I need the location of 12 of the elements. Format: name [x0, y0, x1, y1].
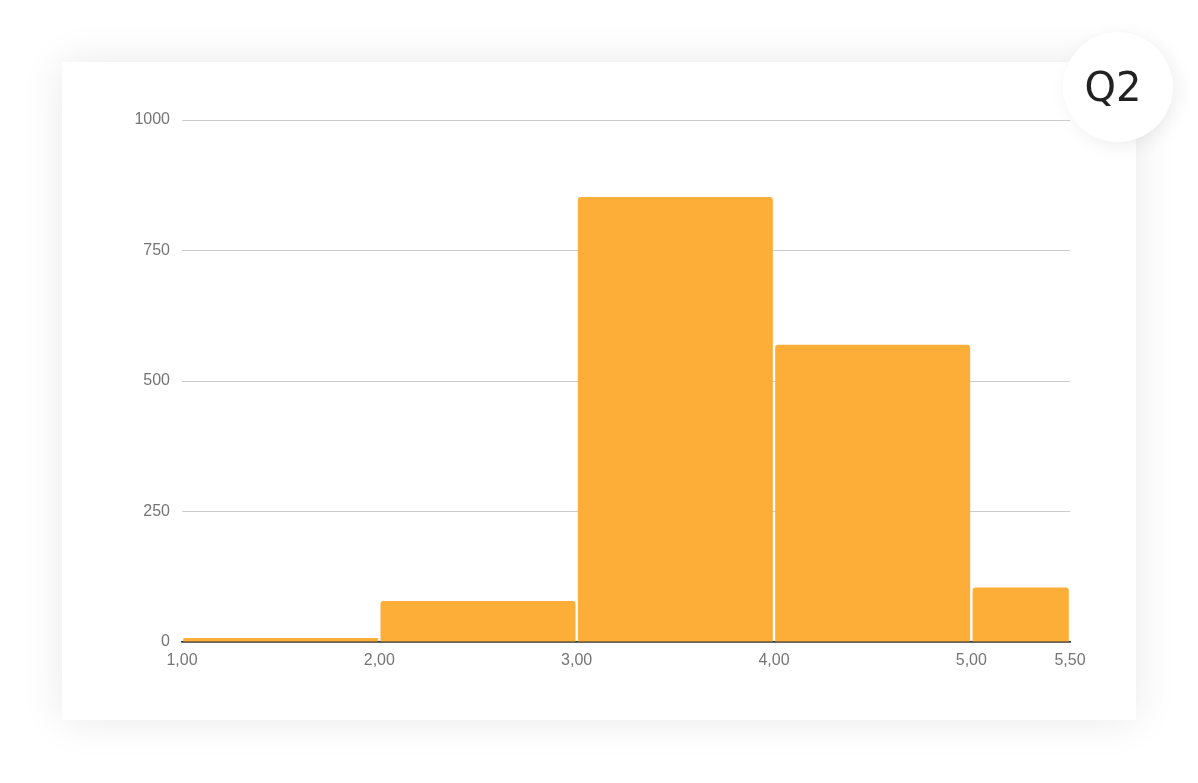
y-tick-label: 750 — [143, 240, 171, 258]
y-tick-label: 500 — [143, 371, 171, 389]
x-tick-label: 5,00 — [955, 651, 988, 669]
x-tick-label: 3,00 — [561, 651, 593, 669]
y-tick-label: 1000 — [134, 110, 171, 128]
y-tick-label: 250 — [143, 501, 171, 519]
x-tick-label: 4,00 — [758, 651, 790, 669]
y-tick-label: 0 — [161, 632, 171, 650]
x-tick-label: 5,50 — [1054, 651, 1086, 669]
x-tick-label: 2,00 — [363, 651, 396, 669]
chart-title: Q2 — [1084, 64, 1142, 110]
x-tick-label: 1,00 — [166, 651, 198, 669]
